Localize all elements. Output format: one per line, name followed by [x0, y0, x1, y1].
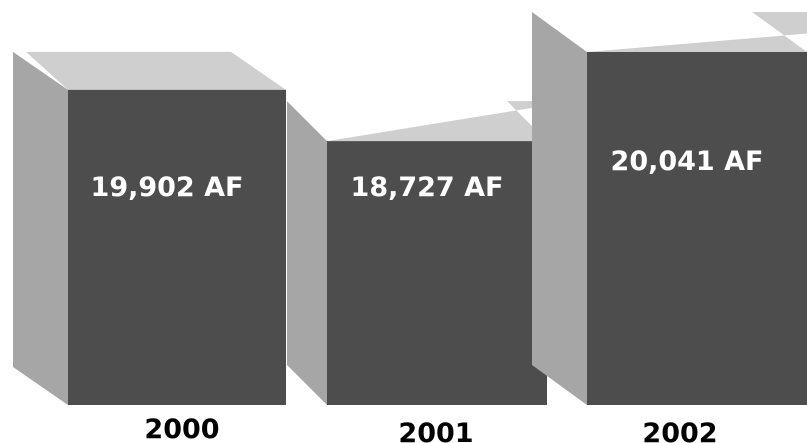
bar-front-face — [587, 52, 807, 405]
data-label-2000: 19,902 AF — [91, 172, 244, 203]
bar-top-face — [327, 101, 574, 142]
bar-top-face — [26, 51, 286, 90]
bar-front-face — [68, 89, 286, 405]
data-label-2002: 20,041 AF — [611, 146, 764, 177]
bar-top-face — [587, 12, 807, 52]
bar-2001 — [287, 101, 574, 405]
x-tick-label-2002: 2002 — [642, 418, 717, 443]
x-tick-label-2001: 2001 — [398, 418, 473, 443]
bar-2002 — [532, 12, 807, 405]
bar-side-face — [287, 101, 327, 405]
bar-front-face — [327, 141, 547, 405]
bar-2000 — [13, 51, 286, 405]
bar-side-face — [13, 51, 68, 405]
bar-side-face — [532, 12, 587, 405]
x-tick-label-2000: 2000 — [144, 414, 219, 443]
data-label-2001: 18,727 AF — [351, 172, 504, 203]
